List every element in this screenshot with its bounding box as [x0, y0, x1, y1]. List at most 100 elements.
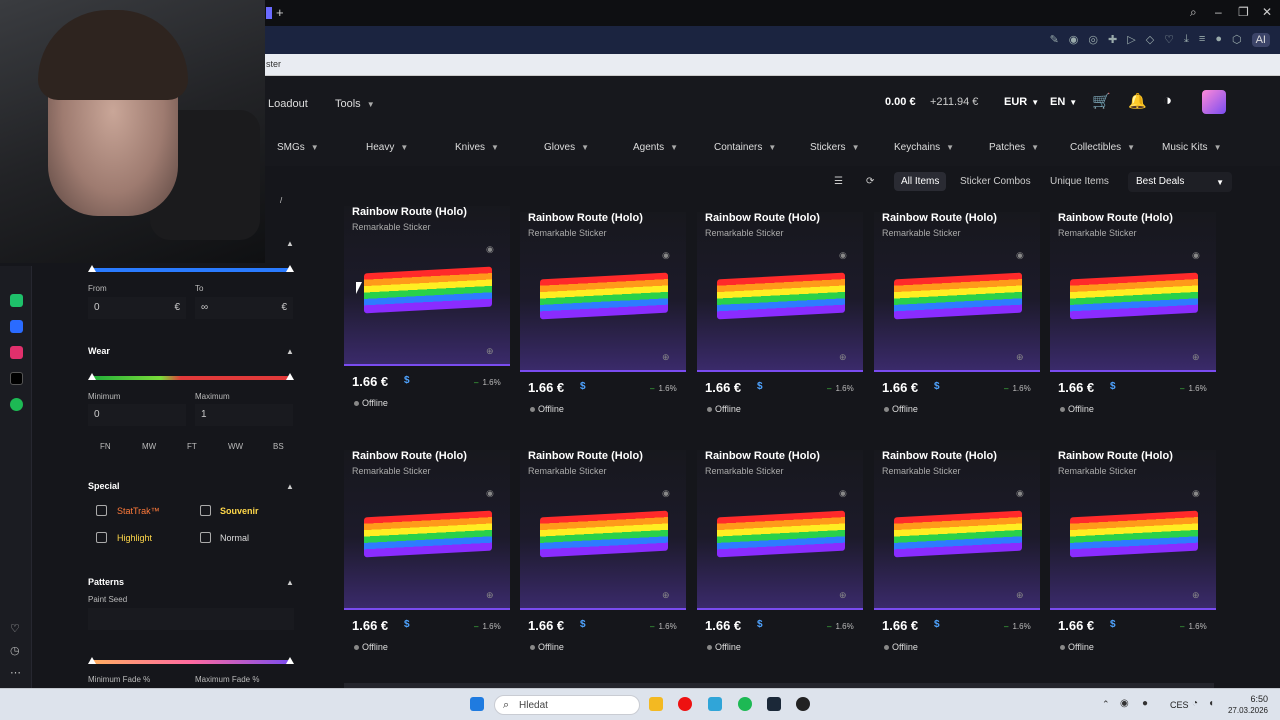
eye-icon[interactable]: ◉ — [1016, 250, 1024, 260]
wear-mw[interactable]: MW — [142, 442, 157, 451]
palette-icon[interactable]: ◑ — [1163, 92, 1173, 109]
wear-slider-max-handle[interactable] — [286, 373, 294, 380]
sort-select[interactable]: Best Deals ▼ — [1128, 172, 1232, 192]
filter-icon[interactable]: ☰ — [834, 176, 843, 187]
ai-button[interactable]: AI — [1251, 33, 1270, 47]
zoom-icon[interactable]: ⊕ — [1192, 590, 1200, 600]
item-card[interactable]: Rainbow Route (Holo) Remarkable Sticker ◉ ⊕… — [1050, 450, 1216, 668]
category-keychains[interactable]: Keychains ▼ — [894, 142, 954, 153]
category-agents[interactable]: Agents ▼ — [633, 142, 678, 153]
clock-date[interactable]: 27.03.2026 — [1227, 706, 1268, 715]
edit-icon[interactable]: ✎ — [1049, 34, 1059, 46]
item-card[interactable]: Rainbow Route (Holo) Remarkable Sticker ◉ ⊕… — [344, 206, 510, 424]
wear-bs[interactable]: BS — [273, 442, 284, 451]
price-slider[interactable] — [90, 268, 292, 272]
eye-icon[interactable]: ◉ — [839, 250, 847, 260]
item-card[interactable]: Rainbow Route (Holo) Remarkable Sticker ◉ ⊕… — [344, 450, 510, 668]
fade-slider-min-handle[interactable] — [88, 657, 96, 664]
zoom-icon[interactable]: ⊕ — [839, 590, 847, 600]
eye-icon[interactable]: ◉ — [662, 250, 670, 260]
steam-icon[interactable] — [767, 697, 781, 711]
wear-fn[interactable]: FN — [100, 442, 111, 451]
stattrak-checkbox[interactable] — [96, 505, 107, 516]
heart-icon[interactable]: ♡ — [10, 623, 20, 635]
app-icon[interactable] — [708, 697, 722, 711]
download-icon[interactable]: ⤓ — [1184, 33, 1189, 45]
item-card[interactable]: Rainbow Route (Holo) Remarkable Sticker ◉ ⊕… — [520, 450, 686, 668]
whatsapp-icon[interactable] — [10, 294, 23, 307]
nav-loadout[interactable]: Loadout — [268, 98, 308, 110]
keyboard-lang[interactable]: CES — [1170, 700, 1189, 710]
category-smgs[interactable]: SMGs ▼ — [277, 142, 319, 153]
more-icon[interactable]: ⋯ — [10, 667, 21, 679]
eye-icon[interactable]: ◉ — [1192, 250, 1200, 260]
highlight-checkbox[interactable] — [96, 532, 107, 543]
bell-icon[interactable]: 🔔 — [1128, 93, 1147, 110]
wear-ft[interactable]: FT — [187, 442, 197, 451]
spotify-taskbar-icon[interactable] — [738, 697, 752, 711]
file-explorer-icon[interactable] — [649, 697, 663, 711]
history-icon[interactable]: ◷ — [10, 645, 20, 657]
bookmark-icon[interactable]: ◇ — [1145, 34, 1155, 46]
camera-icon[interactable]: ◉ — [1068, 34, 1079, 46]
close-icon[interactable]: ✕ — [1262, 5, 1273, 19]
zoom-icon[interactable]: ⊕ — [486, 590, 494, 600]
play-icon[interactable]: ▷ — [1127, 34, 1136, 46]
eye-icon[interactable]: ◉ — [486, 244, 494, 254]
opera-icon[interactable] — [678, 697, 692, 711]
price-slider-max-handle[interactable] — [286, 265, 294, 272]
plus-balance[interactable]: +211.94 € — [930, 96, 979, 108]
collapse-icon[interactable]: ▲ — [286, 347, 294, 356]
category-music-kits[interactable]: Music Kits ▼ — [1162, 142, 1221, 153]
zoom-icon[interactable]: ⊕ — [662, 352, 670, 362]
microphone-icon[interactable]: ● — [1142, 698, 1149, 709]
minimize-icon[interactable]: – — [1215, 5, 1222, 19]
category-collectibles[interactable]: Collectibles ▼ — [1070, 142, 1135, 153]
category-knives[interactable]: Knives ▼ — [455, 142, 499, 153]
cube-icon[interactable]: ⬡ — [1231, 34, 1242, 46]
chevron-left-icon[interactable]: / — [280, 196, 283, 205]
wifi-icon[interactable]: ◔ — [1192, 698, 1199, 709]
new-tab-icon[interactable]: + — [276, 5, 284, 20]
spotify-icon[interactable] — [10, 398, 23, 411]
taskbar-search[interactable]: ⌕ Hledat — [494, 695, 640, 715]
refresh-icon[interactable]: ⟳ — [866, 176, 875, 187]
eye-icon[interactable]: ◉ — [1192, 488, 1200, 498]
zoom-icon[interactable]: ⊕ — [486, 346, 494, 356]
tray-chevron-icon[interactable]: ⌃ — [1102, 699, 1110, 709]
zoom-icon[interactable]: ⊕ — [1016, 590, 1024, 600]
start-icon[interactable] — [470, 697, 484, 711]
item-card[interactable]: Rainbow Route (Holo) Remarkable Sticker ◉ ⊕… — [1050, 212, 1216, 430]
cart-icon[interactable]: 🛒 — [1092, 93, 1111, 110]
zoom-icon[interactable]: ⊕ — [1016, 352, 1024, 362]
clock-time[interactable]: 6:50 — [1250, 694, 1268, 704]
wear-min-input[interactable]: 0 — [88, 404, 186, 426]
wear-max-input[interactable]: 1 — [195, 404, 293, 426]
search-icon[interactable]: ⌕ — [1190, 5, 1197, 19]
eye-icon[interactable]: ◉ — [1016, 488, 1024, 498]
price-from-input[interactable]: 0 € — [88, 297, 186, 319]
language-select[interactable]: EN ▼ — [1050, 96, 1077, 108]
category-patches[interactable]: Patches ▼ — [989, 142, 1039, 153]
fade-slider-max-handle[interactable] — [286, 657, 294, 664]
fade-slider[interactable] — [90, 660, 292, 664]
wear-slider-min-handle[interactable] — [88, 373, 96, 380]
currency-select[interactable]: EUR ▼ — [1004, 96, 1039, 108]
price-to-input[interactable]: ∞ € — [195, 297, 293, 319]
avatar[interactable] — [1202, 90, 1226, 114]
collapse-icon[interactable]: ▲ — [286, 239, 294, 248]
tiktok-icon[interactable] — [10, 372, 23, 385]
instagram-icon[interactable] — [10, 346, 23, 359]
messenger-icon[interactable] — [10, 320, 23, 333]
zoom-icon[interactable]: ⊕ — [839, 352, 847, 362]
category-containers[interactable]: Containers ▼ — [714, 142, 776, 153]
eye-icon[interactable]: ◉ — [662, 488, 670, 498]
extension-icon[interactable]: ✚ — [1108, 34, 1118, 46]
souvenir-checkbox[interactable] — [200, 505, 211, 516]
wear-ww[interactable]: WW — [228, 442, 244, 451]
volume-icon[interactable]: ◖ — [1208, 698, 1215, 709]
category-heavy[interactable]: Heavy ▼ — [366, 142, 408, 153]
collapse-icon[interactable]: ▲ — [286, 482, 294, 491]
wear-slider[interactable] — [90, 376, 292, 380]
collapse-icon[interactable]: ▲ — [286, 578, 294, 587]
